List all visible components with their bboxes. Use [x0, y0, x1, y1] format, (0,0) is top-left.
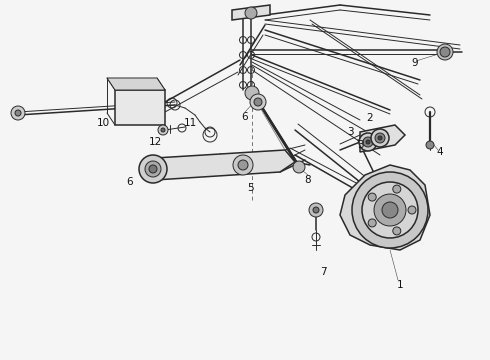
Text: 11: 11 — [183, 118, 196, 128]
Polygon shape — [232, 5, 270, 20]
Circle shape — [11, 106, 25, 120]
Circle shape — [254, 98, 262, 106]
Circle shape — [145, 161, 161, 177]
Circle shape — [233, 155, 253, 175]
Circle shape — [366, 140, 370, 144]
Circle shape — [293, 161, 305, 173]
Circle shape — [149, 165, 157, 173]
Circle shape — [437, 44, 453, 60]
Polygon shape — [360, 125, 405, 152]
Polygon shape — [155, 150, 295, 180]
Circle shape — [426, 141, 434, 149]
Text: 6: 6 — [127, 177, 133, 187]
Text: 3: 3 — [357, 140, 363, 150]
Text: 9: 9 — [412, 58, 418, 68]
Text: 12: 12 — [148, 137, 162, 147]
Circle shape — [15, 110, 21, 116]
Circle shape — [238, 160, 248, 170]
Text: 7: 7 — [319, 267, 326, 277]
Circle shape — [408, 206, 416, 214]
Circle shape — [161, 128, 165, 132]
Circle shape — [359, 133, 377, 151]
Text: 8: 8 — [305, 175, 311, 185]
Circle shape — [139, 155, 167, 183]
Circle shape — [371, 129, 389, 147]
Circle shape — [382, 202, 398, 218]
Circle shape — [250, 94, 266, 110]
Text: 6: 6 — [242, 112, 248, 122]
Text: 4: 4 — [437, 147, 443, 157]
Circle shape — [309, 203, 323, 217]
Circle shape — [440, 47, 450, 57]
Text: 1: 1 — [397, 280, 403, 290]
Circle shape — [378, 136, 382, 140]
Circle shape — [375, 133, 385, 143]
Circle shape — [245, 7, 257, 19]
Circle shape — [374, 194, 406, 226]
Polygon shape — [115, 90, 165, 125]
Circle shape — [352, 172, 428, 248]
Circle shape — [368, 219, 376, 227]
Polygon shape — [340, 165, 430, 250]
Circle shape — [363, 137, 373, 147]
Polygon shape — [107, 78, 165, 90]
Text: 10: 10 — [97, 118, 110, 128]
Circle shape — [393, 227, 401, 235]
Text: 5: 5 — [246, 183, 253, 193]
Text: 2: 2 — [367, 113, 373, 123]
Circle shape — [313, 207, 319, 213]
Circle shape — [368, 193, 376, 201]
Circle shape — [362, 182, 418, 238]
Circle shape — [245, 86, 259, 100]
Text: 3: 3 — [347, 127, 353, 137]
Circle shape — [158, 125, 168, 135]
Circle shape — [393, 185, 401, 193]
